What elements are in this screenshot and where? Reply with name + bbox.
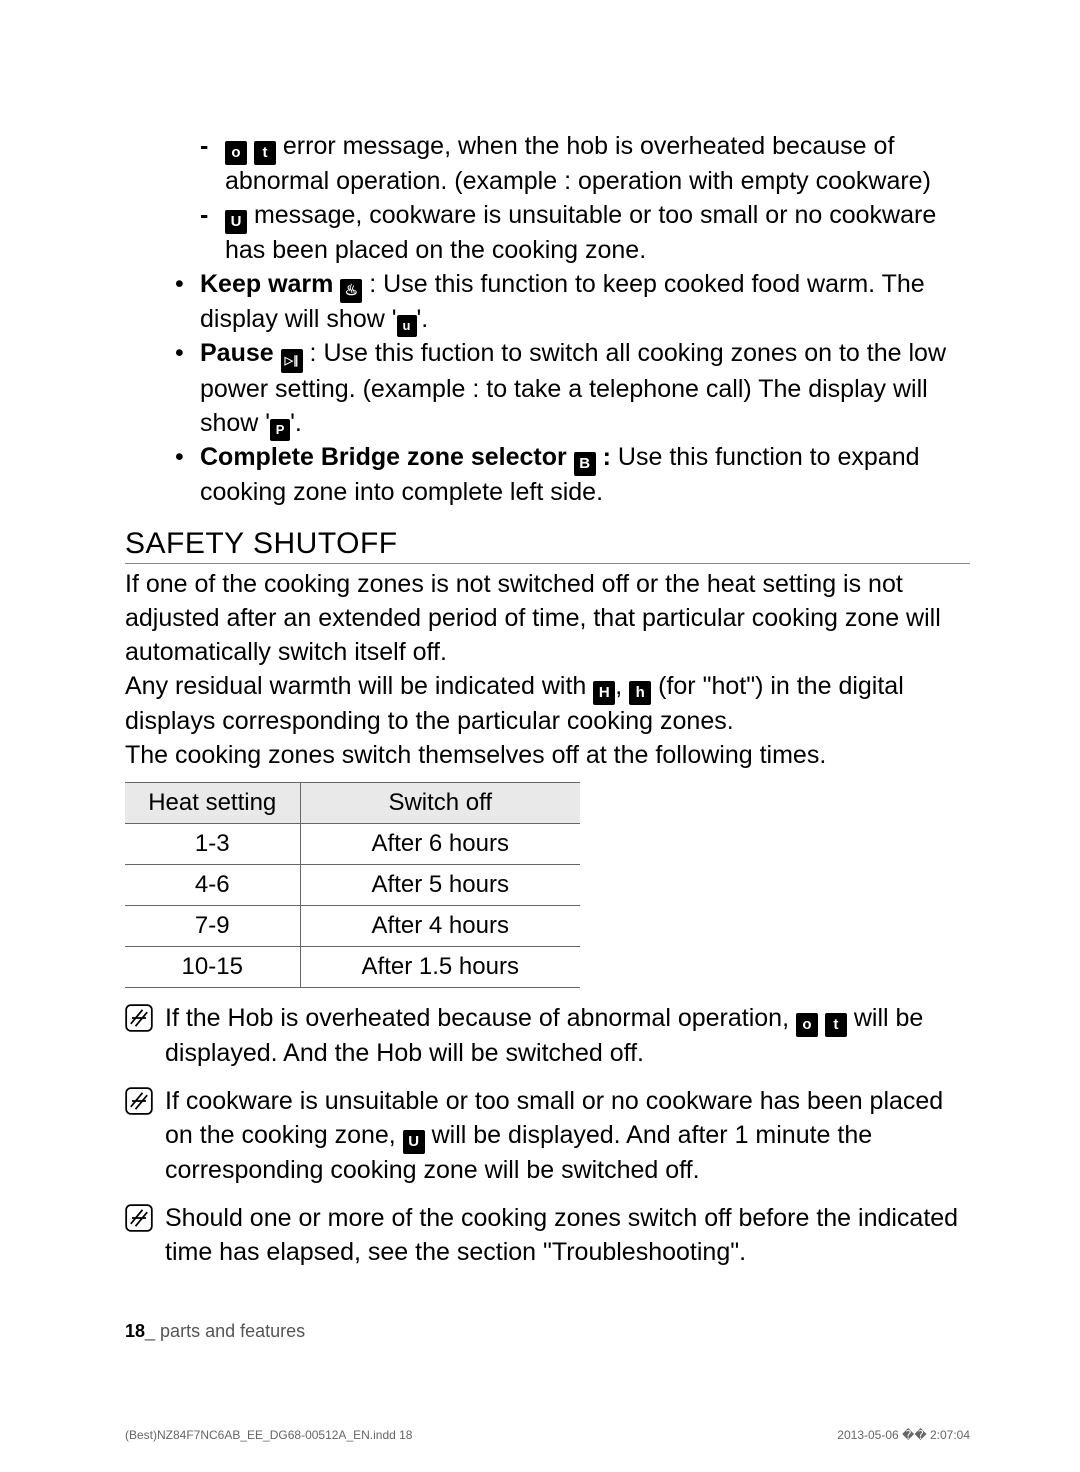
keepwarm-icon: ♨	[340, 279, 362, 303]
func-keepwarm: • Keep warm ♨ : Use this function to kee…	[125, 268, 970, 337]
note-2: If cookware is unsuitable or too small o…	[125, 1085, 970, 1188]
func-pause: • Pause ▷∥ : Use this fuction to switch …	[125, 337, 970, 441]
cell-b: After 4 hours	[300, 906, 580, 947]
error-ot-text: o t error message, when the hob is overh…	[225, 130, 970, 199]
table-row: 10-15After 1.5 hours	[125, 947, 580, 988]
page: - o t error message, when the hob is ove…	[0, 0, 1080, 1472]
table-row: 1-3After 6 hours	[125, 824, 580, 865]
glyph-t-icon: t	[254, 141, 276, 165]
cell-a: 7-9	[125, 906, 300, 947]
table-row: 7-9After 4 hours	[125, 906, 580, 947]
note-icon	[125, 1204, 157, 1270]
bullet: •	[175, 268, 200, 337]
hot-H-icon: H	[593, 681, 615, 705]
keepwarm-tail: '.	[417, 305, 429, 333]
note-1: If the Hob is overheated because of abno…	[125, 1002, 970, 1071]
cell-b: After 6 hours	[300, 824, 580, 865]
dash: -	[200, 199, 225, 268]
keepwarm-label: Keep warm	[200, 270, 340, 298]
dash: -	[200, 130, 225, 199]
cell-a: 1-3	[125, 824, 300, 865]
hot-sep: ,	[615, 672, 629, 700]
footer-sep: _	[145, 1321, 160, 1341]
footer-section: parts and features	[160, 1321, 305, 1341]
pause-label: Pause	[200, 339, 281, 367]
safety-p2: Any residual warmth will be indicated wi…	[125, 670, 970, 739]
page-number: 18	[125, 1321, 145, 1341]
pause-show-icon: P	[270, 419, 290, 441]
error-ot-body: error message, when the hob is overheate…	[225, 132, 931, 195]
shutoff-table: Heat setting Switch off 1-3After 6 hours…	[125, 782, 580, 988]
table-row: 4-6After 5 hours	[125, 865, 580, 906]
imprint-timestamp: 2013-05-06 �� 2:07:04	[837, 1428, 970, 1442]
note-1a: If the Hob is overheated because of abno…	[165, 1004, 796, 1032]
th-switch: Switch off	[300, 783, 580, 824]
keepwarm-show-icon: u	[397, 315, 417, 337]
bullet: •	[175, 441, 200, 510]
page-footer: 18_ parts and features	[125, 1321, 305, 1342]
cell-a: 4-6	[125, 865, 300, 906]
func-bridge: • Complete Bridge zone selector B : Use …	[125, 441, 970, 510]
func-keepwarm-text: Keep warm ♨ : Use this function to keep …	[200, 268, 970, 337]
th-heat: Heat setting	[125, 783, 300, 824]
safety-p2a: Any residual warmth will be indicated wi…	[125, 672, 593, 700]
bridge-icon: B	[574, 452, 596, 476]
glyph-t-icon: t	[825, 1013, 847, 1037]
func-bridge-text: Complete Bridge zone selector B : Use th…	[200, 441, 970, 510]
safety-p1: If one of the cooking zones is not switc…	[125, 568, 970, 669]
bullet: •	[175, 337, 200, 441]
note-3-text: Should one or more of the cooking zones …	[165, 1202, 970, 1270]
safety-heading: SAFETY SHUTOFF	[125, 527, 970, 564]
pause-body: : Use this fuction to switch all cooking…	[200, 339, 946, 437]
note-icon	[125, 1004, 157, 1071]
glyph-o-icon: o	[225, 141, 247, 165]
error-u-body: message, cookware is unsuitable or too s…	[225, 201, 936, 264]
pause-icon: ▷∥	[281, 349, 303, 373]
cell-b: After 1.5 hours	[300, 947, 580, 988]
bridge-label: Complete Bridge zone selector	[200, 443, 574, 471]
pause-tail: '.	[290, 409, 302, 437]
error-ot: - o t error message, when the hob is ove…	[125, 130, 970, 199]
glyph-o-icon: o	[796, 1013, 818, 1037]
note-icon	[125, 1087, 157, 1188]
glyph-u-icon: U	[403, 1130, 425, 1154]
glyph-u-icon: U	[225, 210, 247, 234]
imprint-file: (Best)NZ84F7NC6AB_EE_DG68-00512A_EN.indd…	[125, 1428, 412, 1442]
imprint: (Best)NZ84F7NC6AB_EE_DG68-00512A_EN.indd…	[125, 1428, 970, 1442]
note-1-text: If the Hob is overheated because of abno…	[165, 1002, 970, 1071]
safety-p3: The cooking zones switch themselves off …	[125, 739, 970, 773]
cell-a: 10-15	[125, 947, 300, 988]
cell-b: After 5 hours	[300, 865, 580, 906]
hot-h-icon: h	[629, 681, 651, 705]
note-3: Should one or more of the cooking zones …	[125, 1202, 970, 1270]
note-2-text: If cookware is unsuitable or too small o…	[165, 1085, 970, 1188]
error-u-text: U message, cookware is unsuitable or too…	[225, 199, 970, 268]
table-header-row: Heat setting Switch off	[125, 783, 580, 824]
error-u: - U message, cookware is unsuitable or t…	[125, 199, 970, 268]
func-pause-text: Pause ▷∥ : Use this fuction to switch al…	[200, 337, 970, 441]
